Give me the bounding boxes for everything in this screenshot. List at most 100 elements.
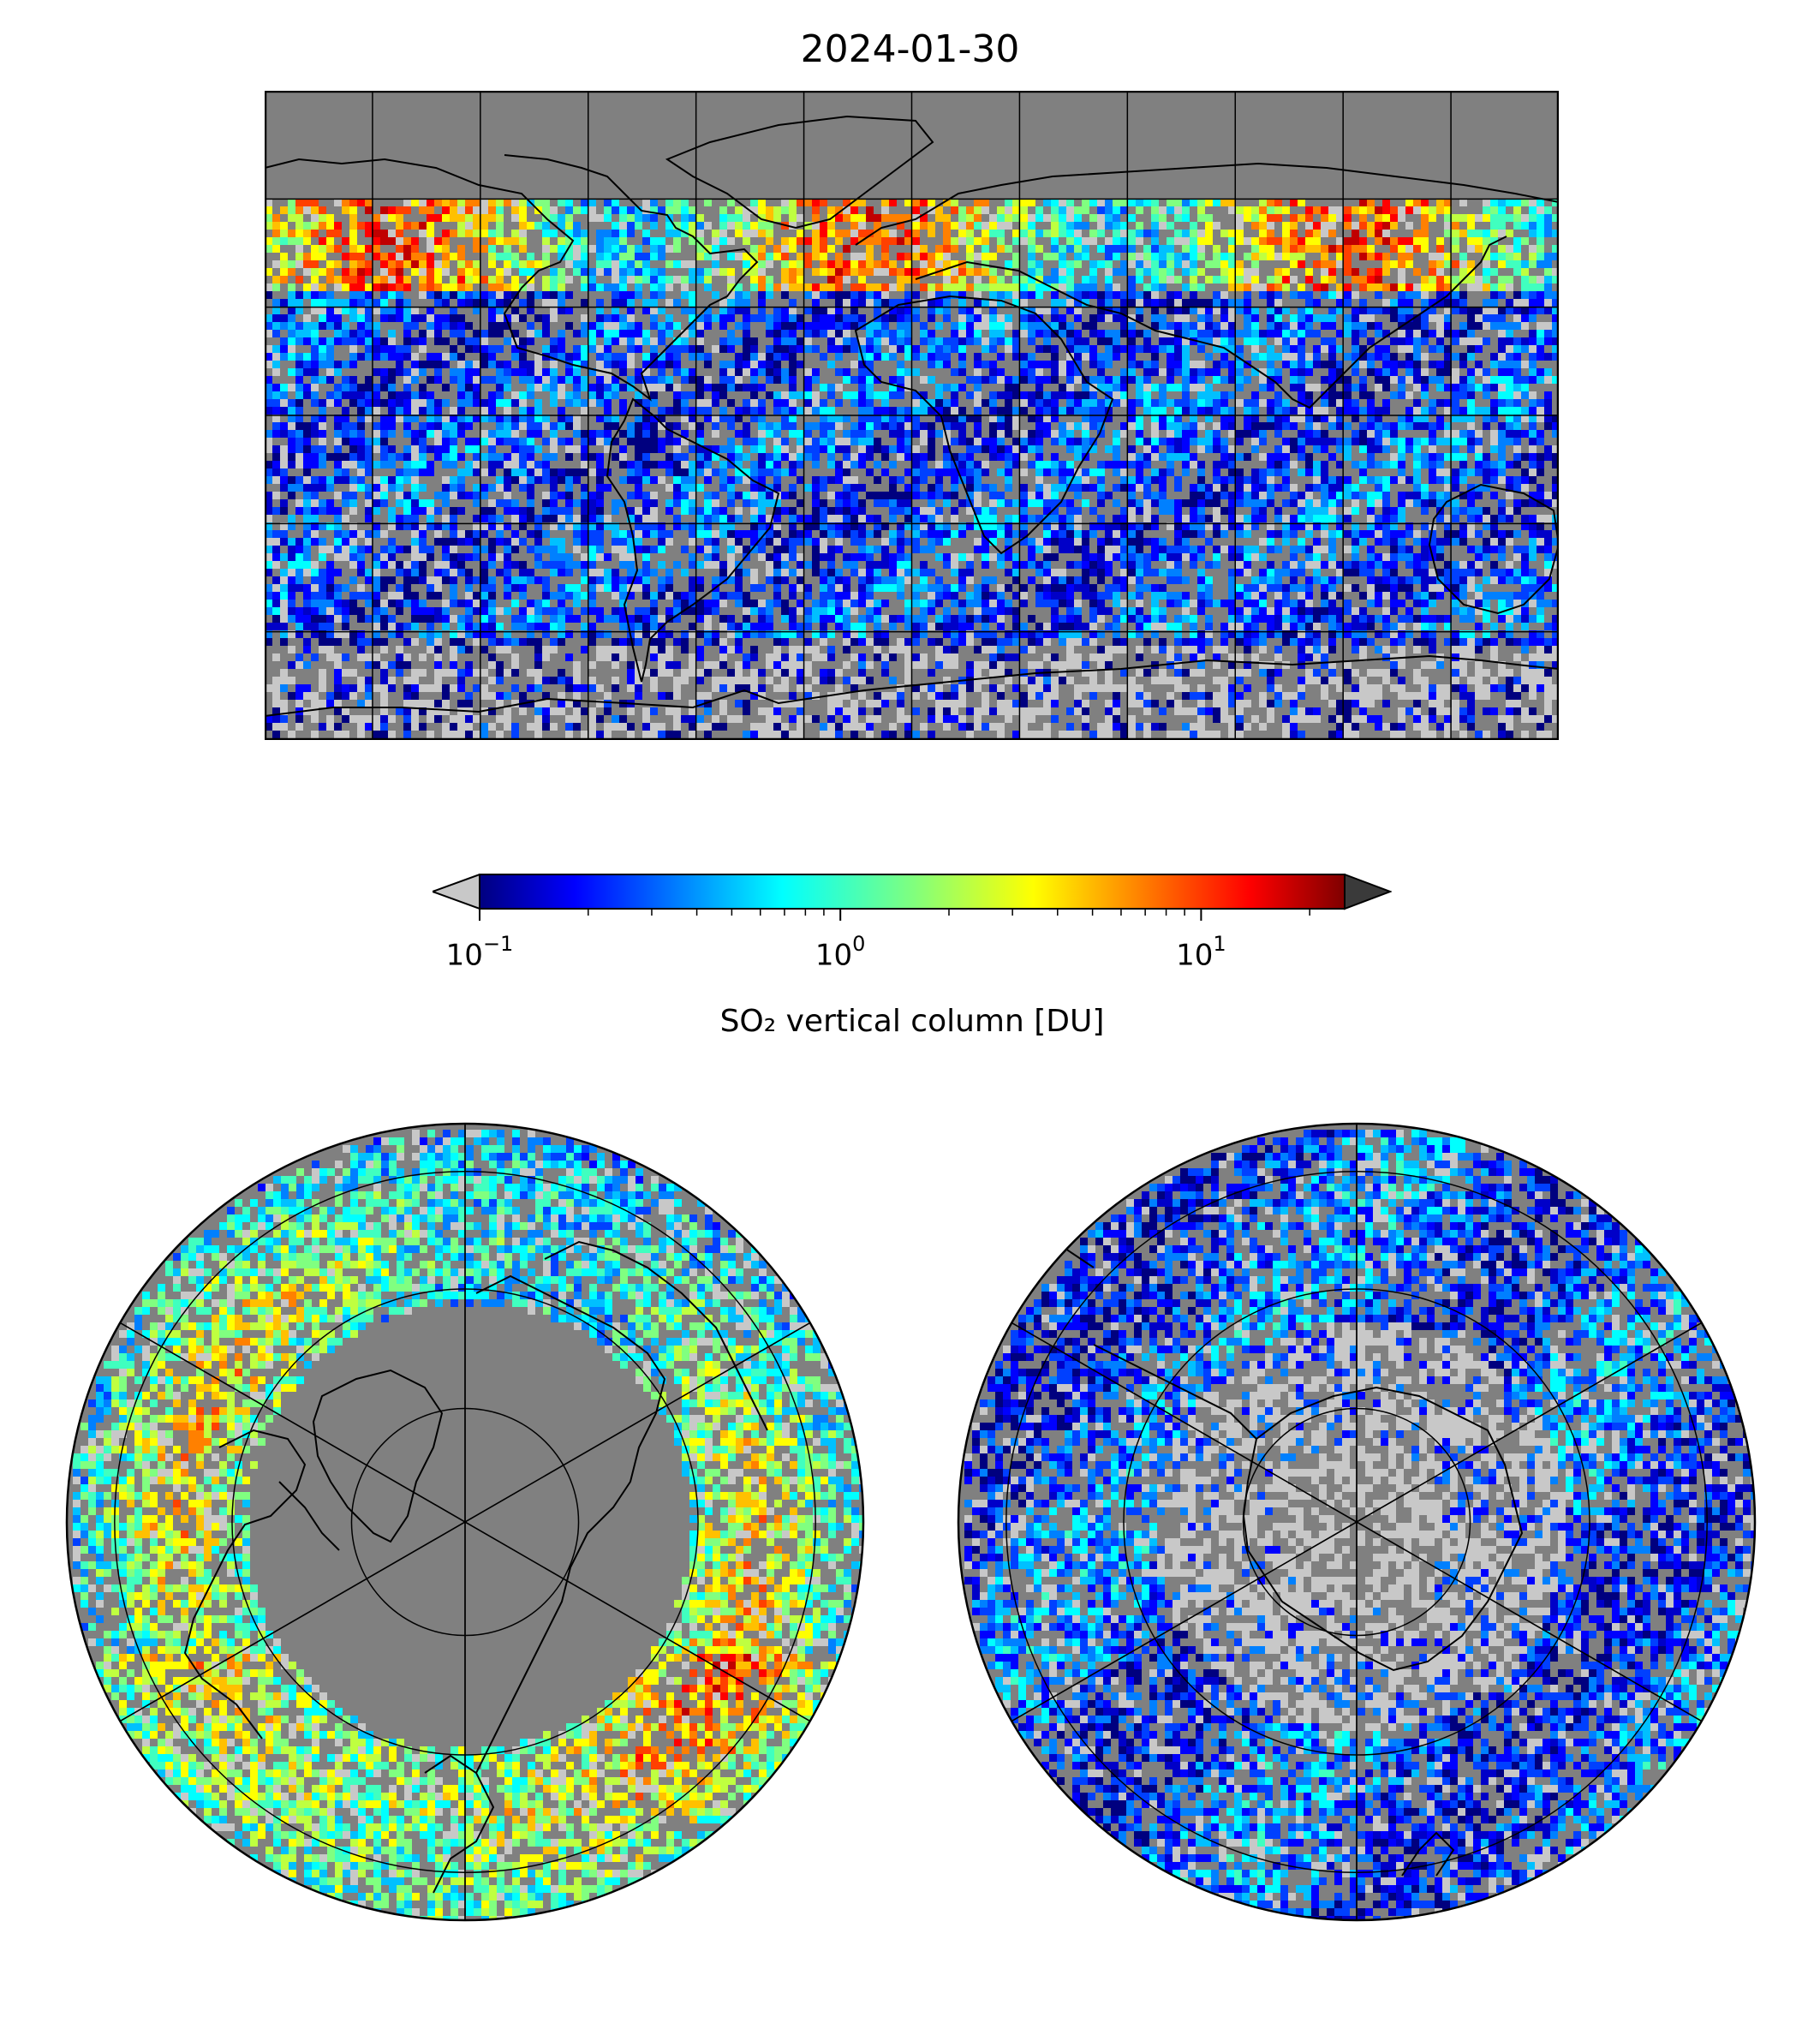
so2-pixel: [1074, 507, 1082, 515]
so2-pixel: [966, 445, 974, 453]
so2-pixel: [1313, 484, 1321, 492]
so2-pixel: [403, 492, 411, 499]
so2-pixel: [1251, 415, 1259, 422]
so2-pixel: [295, 237, 303, 245]
so2-pixel: [450, 368, 457, 376]
so2-pixel: [1436, 468, 1444, 476]
so2-pixel: [1205, 214, 1213, 222]
so2-pixel: [1359, 253, 1367, 260]
so2-pixel: [1444, 299, 1452, 307]
so2-pixel: [689, 391, 696, 399]
so2-pixel: [743, 492, 750, 499]
so2-pixel: [665, 322, 673, 330]
so2-pixel: [982, 222, 989, 230]
so2-pixel: [319, 376, 326, 384]
so2-pixel: [866, 391, 874, 399]
so2-pixel: [1197, 492, 1205, 499]
so2-pixel: [565, 214, 573, 222]
so2-pixel: [773, 368, 781, 376]
so2-pixel: [496, 438, 504, 445]
so2-pixel: [642, 492, 650, 499]
so2-pixel: [1128, 237, 1136, 245]
so2-pixel: [1012, 445, 1020, 453]
so2-pixel: [1390, 507, 1398, 515]
so2-pixel: [342, 461, 349, 468]
so2-pixel: [1151, 276, 1159, 283]
so2-pixel: [781, 492, 789, 499]
so2-pixel: [850, 453, 858, 461]
so2-pixel: [373, 422, 380, 430]
so2-pixel: [1513, 361, 1521, 368]
so2-pixel: [1174, 476, 1182, 484]
so2-pixel: [480, 515, 488, 522]
so2-pixel: [727, 237, 735, 245]
so2-pixel: [303, 453, 311, 461]
so2-pixel: [812, 499, 820, 507]
so2-pixel: [411, 415, 419, 422]
so2-pixel: [1143, 361, 1151, 368]
so2-pixel: [1213, 507, 1220, 515]
so2-pixel: [989, 399, 997, 407]
so2-pixel: [550, 438, 558, 445]
so2-pixel: [1413, 361, 1421, 368]
so2-pixel: [558, 476, 565, 484]
so2-pixel: [912, 484, 920, 492]
so2-pixel: [1174, 330, 1182, 337]
so2-pixel: [1274, 376, 1282, 384]
so2-pixel: [303, 322, 311, 330]
so2-pixel: [1259, 353, 1267, 361]
so2-pixel: [542, 438, 550, 445]
so2-pixel: [1051, 199, 1059, 206]
so2-pixel: [804, 368, 812, 376]
so2-pixel: [272, 230, 280, 237]
so2-pixel: [1452, 214, 1459, 222]
so2-pixel: [681, 368, 689, 376]
so2-pixel: [1375, 422, 1382, 430]
so2-pixel: [319, 299, 326, 307]
so2-pixel: [912, 468, 920, 476]
so2-pixel: [673, 199, 681, 206]
so2-pixel: [881, 337, 889, 345]
so2-pixel: [1282, 499, 1290, 507]
so2-pixel: [1375, 307, 1382, 314]
so2-pixel: [349, 199, 357, 206]
so2-pixel: [357, 391, 365, 399]
so2-pixel: [773, 214, 781, 222]
so2-pixel: [712, 291, 719, 299]
so2-pixel: [1429, 499, 1436, 507]
so2-pixel: [1182, 322, 1190, 330]
so2-pixel: [473, 484, 480, 492]
so2-pixel: [534, 260, 542, 268]
so2-pixel: [388, 253, 396, 260]
so2-pixel: [488, 468, 496, 476]
so2-pixel: [773, 422, 781, 430]
so2-pixel: [1228, 276, 1236, 283]
so2-pixel: [1059, 276, 1066, 283]
so2-pixel: [457, 268, 465, 276]
so2-pixel: [1190, 283, 1197, 291]
so2-pixel: [812, 299, 820, 307]
so2-pixel: [373, 499, 380, 507]
so2-pixel: [1390, 376, 1398, 384]
so2-pixel: [866, 337, 874, 345]
so2-pixel: [411, 445, 419, 453]
so2-pixel: [820, 253, 827, 260]
so2-pixel: [966, 307, 974, 314]
so2-pixel: [1082, 345, 1089, 353]
so2-pixel: [712, 499, 719, 507]
so2-pixel: [704, 283, 712, 291]
so2-pixel: [1251, 307, 1259, 314]
so2-pixel: [1051, 353, 1059, 361]
so2-pixel: [280, 276, 288, 283]
so2-pixel: [488, 515, 496, 522]
so2-pixel: [1197, 376, 1205, 384]
so2-pixel: [1490, 307, 1498, 314]
so2-pixel: [1089, 230, 1097, 237]
so2-pixel: [1205, 353, 1213, 361]
so2-pixel: [365, 268, 373, 276]
so2-pixel: [1537, 484, 1544, 492]
so2-pixel: [1174, 507, 1182, 515]
so2-pixel: [1413, 314, 1421, 322]
so2-pixel: [1390, 283, 1398, 291]
so2-pixel: [488, 430, 496, 438]
